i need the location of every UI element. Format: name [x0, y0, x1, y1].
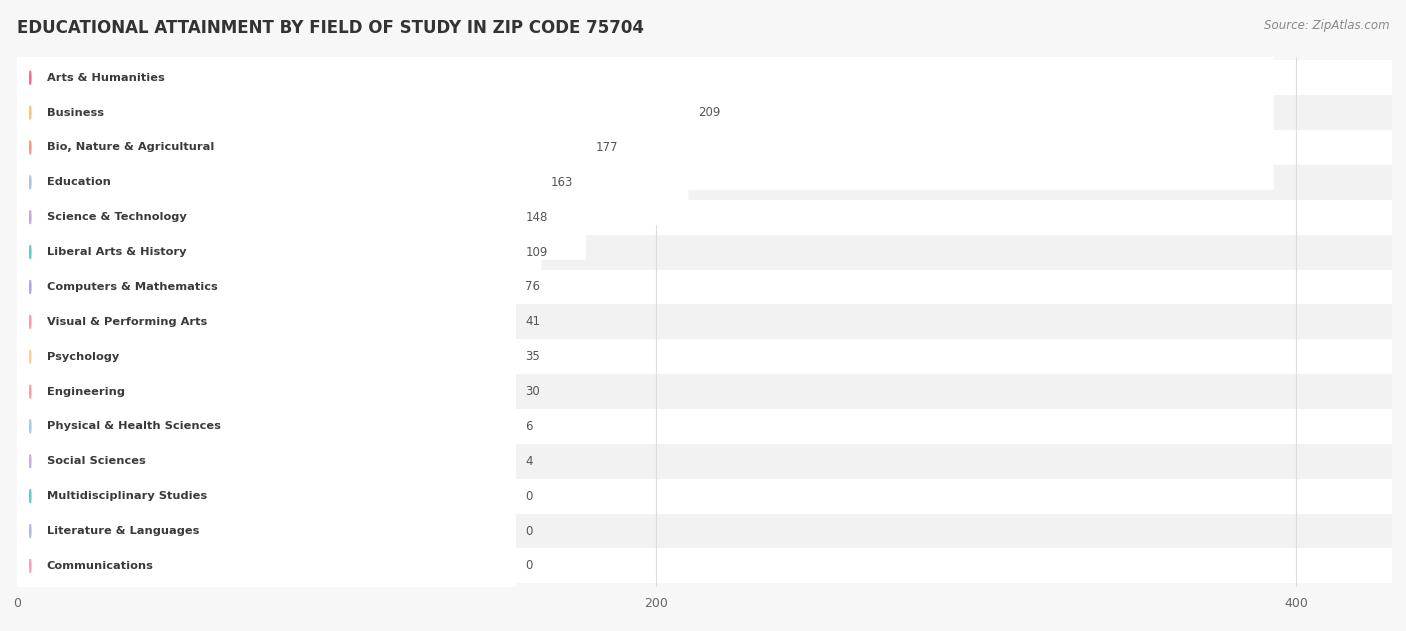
Text: 109: 109	[526, 245, 548, 259]
Bar	[17, 200, 1392, 235]
FancyBboxPatch shape	[14, 384, 516, 608]
Bar	[17, 374, 1392, 409]
Text: Physical & Health Sciences: Physical & Health Sciences	[46, 422, 221, 432]
Bar	[17, 486, 513, 507]
FancyBboxPatch shape	[14, 314, 516, 539]
Text: 4: 4	[526, 455, 533, 468]
FancyBboxPatch shape	[14, 280, 516, 504]
FancyBboxPatch shape	[14, 0, 1274, 190]
Text: 0: 0	[526, 560, 533, 572]
FancyBboxPatch shape	[14, 209, 516, 434]
FancyBboxPatch shape	[14, 244, 516, 469]
Text: 177: 177	[596, 141, 619, 154]
Text: Science & Technology: Science & Technology	[46, 212, 187, 222]
Bar	[17, 165, 1392, 200]
FancyBboxPatch shape	[14, 175, 516, 399]
Bar	[17, 514, 1392, 548]
Text: Engineering: Engineering	[46, 387, 125, 396]
Bar	[17, 276, 513, 297]
Bar	[17, 207, 513, 228]
Bar	[17, 95, 1392, 130]
Text: 35: 35	[526, 350, 540, 363]
Bar	[17, 339, 1392, 374]
Bar	[17, 548, 1392, 583]
Bar	[17, 102, 685, 123]
Bar	[17, 68, 1271, 88]
Bar	[17, 381, 513, 402]
Text: 30: 30	[526, 385, 540, 398]
FancyBboxPatch shape	[14, 105, 516, 329]
Text: 0: 0	[526, 490, 533, 503]
FancyBboxPatch shape	[14, 349, 516, 574]
FancyBboxPatch shape	[14, 454, 516, 631]
Bar	[17, 311, 513, 333]
Bar	[17, 137, 583, 158]
Text: 209: 209	[697, 106, 720, 119]
Bar	[17, 235, 1392, 269]
Bar	[17, 61, 1392, 95]
FancyBboxPatch shape	[14, 140, 516, 364]
FancyBboxPatch shape	[14, 70, 541, 295]
Text: Business: Business	[46, 107, 104, 117]
Text: 163: 163	[551, 176, 574, 189]
Text: Psychology: Psychology	[46, 351, 120, 362]
Bar	[17, 172, 538, 193]
Bar	[17, 269, 1392, 304]
Bar	[17, 304, 1392, 339]
FancyBboxPatch shape	[14, 0, 689, 225]
Bar	[17, 479, 1392, 514]
Text: Social Sciences: Social Sciences	[46, 456, 146, 466]
Text: 148: 148	[526, 211, 548, 224]
Text: Source: ZipAtlas.com: Source: ZipAtlas.com	[1264, 19, 1389, 32]
Text: Computers & Mathematics: Computers & Mathematics	[46, 282, 218, 292]
Bar	[17, 451, 513, 472]
Text: 0: 0	[526, 524, 533, 538]
FancyBboxPatch shape	[14, 419, 516, 631]
Text: 6: 6	[526, 420, 533, 433]
Bar	[17, 416, 513, 437]
Bar	[17, 444, 1392, 479]
Text: Liberal Arts & History: Liberal Arts & History	[46, 247, 187, 257]
Bar	[17, 555, 513, 576]
Text: Literature & Languages: Literature & Languages	[46, 526, 200, 536]
Bar	[17, 130, 1392, 165]
Text: Communications: Communications	[46, 561, 153, 571]
Text: EDUCATIONAL ATTAINMENT BY FIELD OF STUDY IN ZIP CODE 75704: EDUCATIONAL ATTAINMENT BY FIELD OF STUDY…	[17, 19, 644, 37]
FancyBboxPatch shape	[14, 35, 586, 260]
Bar	[17, 242, 513, 262]
Text: Visual & Performing Arts: Visual & Performing Arts	[46, 317, 207, 327]
Bar	[17, 521, 513, 541]
Text: 392: 392	[1236, 71, 1261, 84]
Text: Bio, Nature & Agricultural: Bio, Nature & Agricultural	[46, 143, 214, 153]
Text: Multidisciplinary Studies: Multidisciplinary Studies	[46, 491, 207, 501]
Text: 41: 41	[526, 316, 540, 328]
Text: 76: 76	[526, 280, 540, 293]
Bar	[17, 346, 513, 367]
Text: Education: Education	[46, 177, 111, 187]
Text: Arts & Humanities: Arts & Humanities	[46, 73, 165, 83]
Bar	[17, 409, 1392, 444]
